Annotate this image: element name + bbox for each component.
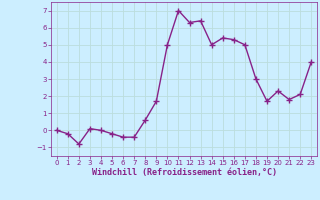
X-axis label: Windchill (Refroidissement éolien,°C): Windchill (Refroidissement éolien,°C) <box>92 168 276 177</box>
